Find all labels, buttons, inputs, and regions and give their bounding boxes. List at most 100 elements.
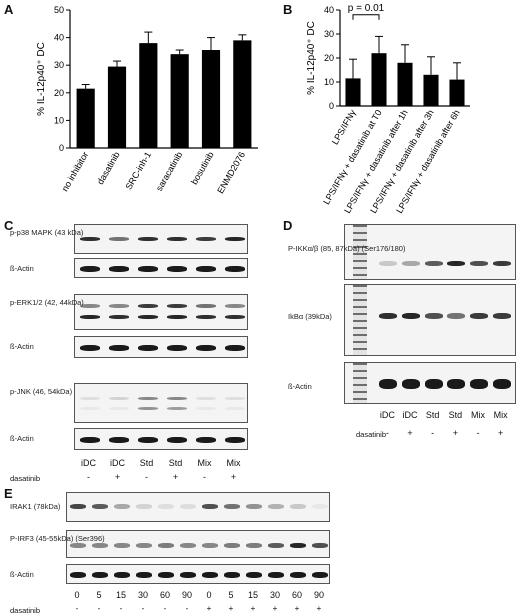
blot-band (166, 266, 187, 272)
blot-band (166, 304, 187, 308)
panel-c-dasatinib-sign: - (87, 472, 90, 482)
panel-c-blot (74, 224, 248, 254)
panel-c-blot (74, 258, 248, 278)
panel-e-dasatinib-sign: + (206, 604, 212, 613)
blot-band (447, 379, 466, 389)
blot-band (224, 315, 245, 319)
blot-band (108, 304, 129, 308)
blot-band (114, 543, 130, 548)
chart-a-bar (107, 66, 127, 148)
panel-d-lane-label: Mix (471, 410, 485, 420)
blot-band (92, 504, 108, 509)
blot-band (108, 397, 129, 400)
blot-band (224, 266, 245, 272)
blot-band (137, 237, 158, 241)
panel-letter-b: B (283, 2, 293, 17)
chart-b-y-axis-label: % IL-12p40⁺ DC (306, 21, 317, 95)
panel-c-lane-label: Mix (226, 458, 241, 468)
blot-band (108, 315, 129, 319)
panel-e-time-label: 0 (206, 590, 212, 600)
blot-band (195, 345, 216, 351)
panel-c-dasatinib-sign: + (172, 472, 179, 482)
panel-e-time-label: 0 (74, 590, 80, 600)
panel-letter-d: D (283, 218, 293, 233)
blot-band (70, 504, 86, 509)
panel-d-dasatinib-sign: + (498, 428, 504, 438)
blot-band (379, 261, 398, 266)
blot-band (402, 313, 420, 319)
blot-band (180, 504, 196, 509)
chart-a-bar (233, 40, 252, 148)
blot-band (202, 543, 218, 548)
panel-d-blot-label: ß-Actin (288, 382, 312, 391)
blot-band (79, 315, 100, 319)
panel-c-dasatinib-sign: - (203, 472, 206, 482)
panel-e-blot (66, 564, 330, 584)
blot-band (79, 407, 100, 410)
molecular-weight-ladder (353, 225, 367, 279)
molecular-weight-ladder (353, 285, 367, 355)
chart-a-ytick-label: 20 (54, 88, 64, 98)
panel-letter-a: A (4, 2, 14, 17)
blot-band (224, 345, 245, 351)
chart-a-bar (139, 43, 158, 149)
panel-e-time-label: 90 (313, 590, 324, 600)
blot-band (195, 304, 216, 308)
blot-band (137, 345, 158, 351)
panel-e-blot-label: ß-Actin (10, 570, 34, 579)
panel-d-dasatinib-sign: - (476, 428, 480, 438)
blot-band (290, 572, 306, 578)
blot-band (195, 397, 216, 400)
panel-d-dasatinib-sign: - (431, 428, 435, 438)
panel-letter-c: C (4, 218, 14, 233)
panel-c-dasatinib-sign: + (114, 472, 121, 482)
blot-band (202, 572, 218, 578)
chart-a-bar (76, 88, 95, 148)
blot-band (114, 504, 130, 509)
panel-e-dasatinib-sign: - (97, 604, 101, 613)
chart-a-category-label: SRC-inh-1 (123, 150, 153, 191)
blot-band (70, 572, 86, 578)
panel-d-blot (344, 224, 516, 280)
blot-band (492, 261, 511, 266)
blot-band (224, 407, 245, 410)
panel-e-dasatinib-sign: - (141, 604, 145, 613)
blot-band (402, 261, 420, 266)
panel-c-blot-label: ß-Actin (10, 342, 34, 351)
blot-band (195, 315, 216, 319)
chart-a-category-label: dasatinib (95, 150, 122, 186)
blot-band (224, 237, 245, 241)
blot-band (470, 313, 488, 319)
chart-b-ytick-label: 30 (324, 29, 334, 39)
panel-c-blot (74, 428, 248, 450)
blot-band (195, 237, 216, 241)
blot-band (79, 266, 100, 272)
panel-c-lane-label: iDC (110, 458, 125, 468)
blot-band (114, 572, 130, 578)
chart-a-category-label: ENMD2076 (215, 150, 247, 195)
panel-c-blot (74, 336, 248, 358)
panel-c-row-label: dasatinib (10, 474, 41, 483)
panel-e-dasatinib-sign: + (272, 604, 278, 613)
chart-b-bar (371, 53, 387, 106)
blot-band (447, 313, 466, 319)
chart-a-category-label: bosutinib (189, 150, 216, 186)
panel-c-blot-label: p-p38 MAPK (43 kDa) (10, 228, 84, 237)
chart-b-p-value: p = 0.01 (348, 3, 385, 14)
chart-a-category-label: saracatinib (154, 150, 184, 193)
chart-a-ytick-label: 50 (54, 5, 64, 15)
blot-band (246, 504, 262, 509)
chart-b-ytick-label: 10 (324, 77, 334, 87)
panel-c-blot-label: p-ERK1/2 (42, 44kDa) (10, 298, 84, 307)
blot-band (137, 266, 158, 272)
molecular-weight-ladder (353, 363, 367, 403)
blot-band (79, 397, 100, 400)
chart-a-ytick-label: 30 (54, 60, 64, 70)
panel-c-lane-label: Std (168, 458, 183, 468)
panel-e-dasatinib-sign: + (316, 604, 322, 613)
panel-e-time-label: 30 (137, 590, 148, 600)
chart-b-category-label: LPS/IFNγ (330, 108, 358, 147)
panel-c-lane-label: Mix (197, 458, 212, 468)
panel-d-row-label: dasatinib (356, 430, 387, 439)
blot-band (268, 543, 284, 548)
